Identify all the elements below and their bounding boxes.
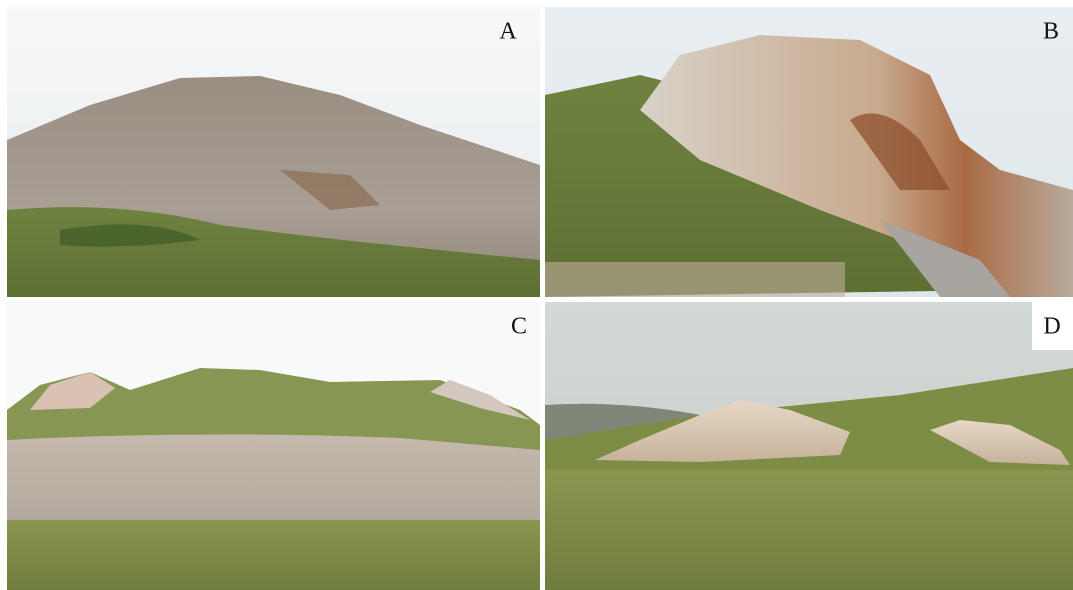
panel-label: A [499, 19, 517, 45]
panel-label: B [1043, 19, 1059, 45]
photo-b [545, 7, 1073, 297]
panel-label: C [511, 314, 527, 340]
panel-label: D [1043, 314, 1060, 340]
photo-d [545, 302, 1073, 590]
figure: A B C D [0, 0, 1073, 590]
photo-a [7, 7, 540, 297]
photo-c [7, 302, 540, 590]
